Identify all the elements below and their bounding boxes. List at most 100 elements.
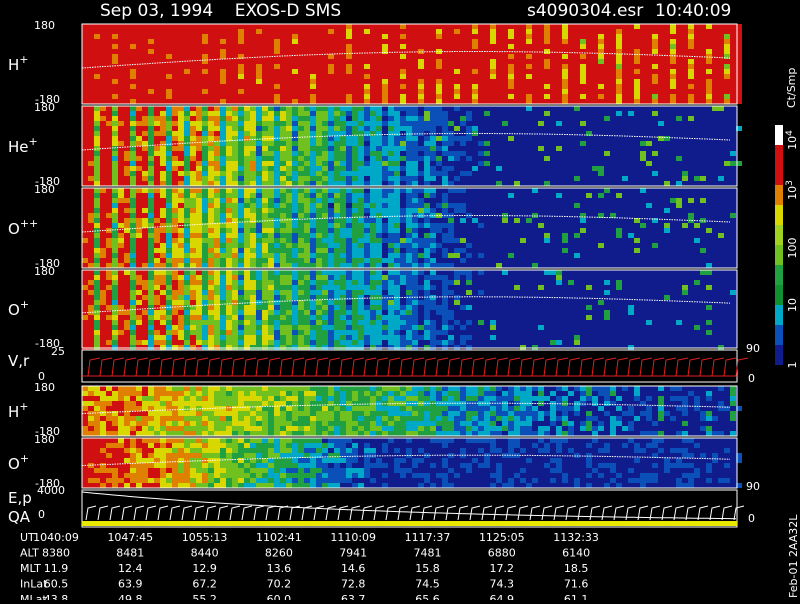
cell bbox=[568, 99, 574, 104]
cell bbox=[124, 181, 130, 186]
cell bbox=[232, 310, 238, 315]
cell bbox=[454, 84, 460, 89]
cell bbox=[364, 94, 370, 99]
cell bbox=[322, 136, 328, 141]
cell bbox=[106, 426, 112, 431]
cell bbox=[154, 275, 160, 280]
cell bbox=[544, 111, 550, 116]
cell bbox=[628, 74, 634, 79]
cell bbox=[460, 218, 466, 223]
cell bbox=[304, 238, 310, 243]
cell bbox=[88, 99, 94, 104]
cell bbox=[400, 64, 406, 69]
cell bbox=[94, 280, 100, 285]
cell bbox=[370, 198, 376, 203]
cell bbox=[310, 29, 316, 34]
cell bbox=[376, 213, 382, 218]
cell bbox=[652, 243, 658, 248]
cell bbox=[172, 99, 178, 104]
cell bbox=[202, 94, 208, 99]
cell bbox=[316, 146, 322, 151]
cell bbox=[274, 126, 280, 131]
cell bbox=[484, 94, 490, 99]
cell bbox=[256, 248, 262, 253]
cell bbox=[238, 126, 244, 131]
cell bbox=[436, 330, 442, 335]
cell bbox=[112, 59, 118, 64]
cell bbox=[154, 325, 160, 330]
cell bbox=[250, 59, 256, 64]
cell bbox=[250, 136, 256, 141]
cell bbox=[142, 69, 148, 74]
spectrogram bbox=[82, 188, 737, 268]
cell bbox=[310, 44, 316, 49]
cell bbox=[280, 156, 286, 161]
cell bbox=[364, 280, 370, 285]
cell bbox=[376, 243, 382, 248]
cell bbox=[652, 64, 658, 69]
cell bbox=[430, 223, 436, 228]
cell bbox=[244, 74, 250, 79]
cell bbox=[208, 89, 214, 94]
cell bbox=[190, 233, 196, 238]
cell bbox=[208, 188, 214, 193]
cell bbox=[244, 64, 250, 69]
cell bbox=[256, 29, 262, 34]
cell bbox=[220, 111, 226, 116]
cell bbox=[370, 176, 376, 181]
cell bbox=[214, 238, 220, 243]
cell bbox=[604, 24, 610, 29]
cell bbox=[424, 275, 430, 280]
cell bbox=[634, 218, 640, 223]
cell bbox=[544, 233, 550, 238]
cell bbox=[664, 223, 670, 228]
cell bbox=[136, 426, 142, 431]
cell bbox=[322, 315, 328, 320]
cell bbox=[184, 228, 190, 233]
cell bbox=[676, 84, 682, 89]
cell bbox=[202, 248, 208, 253]
cell bbox=[184, 248, 190, 253]
cell bbox=[340, 111, 346, 116]
cell bbox=[94, 325, 100, 330]
cell bbox=[274, 203, 280, 208]
cell bbox=[244, 203, 250, 208]
cell bbox=[358, 213, 364, 218]
cell bbox=[616, 79, 622, 84]
cell bbox=[646, 320, 652, 325]
cell bbox=[214, 131, 220, 136]
cell bbox=[136, 391, 142, 396]
cell bbox=[244, 116, 250, 121]
cell bbox=[382, 99, 388, 104]
cell bbox=[148, 320, 154, 325]
cell bbox=[292, 330, 298, 335]
cell bbox=[166, 126, 172, 131]
cell bbox=[478, 29, 484, 34]
cell bbox=[142, 131, 148, 136]
cell bbox=[124, 391, 130, 396]
cell bbox=[280, 106, 286, 111]
cell bbox=[328, 290, 334, 295]
cell bbox=[130, 29, 136, 34]
cell bbox=[634, 99, 640, 104]
cell bbox=[148, 126, 154, 131]
cell bbox=[310, 171, 316, 176]
cell bbox=[118, 203, 124, 208]
cell bbox=[166, 176, 172, 181]
cell bbox=[88, 44, 94, 49]
cell bbox=[400, 141, 406, 146]
cell bbox=[322, 295, 328, 300]
cell bbox=[154, 84, 160, 89]
cell bbox=[214, 176, 220, 181]
cell bbox=[364, 198, 370, 203]
cell bbox=[286, 69, 292, 74]
cell bbox=[316, 330, 322, 335]
cell bbox=[406, 29, 412, 34]
cell bbox=[106, 275, 112, 280]
cell bbox=[388, 116, 394, 121]
cell bbox=[88, 49, 94, 54]
cell bbox=[184, 300, 190, 305]
cell bbox=[130, 111, 136, 116]
cell bbox=[268, 54, 274, 59]
cell bbox=[142, 193, 148, 198]
